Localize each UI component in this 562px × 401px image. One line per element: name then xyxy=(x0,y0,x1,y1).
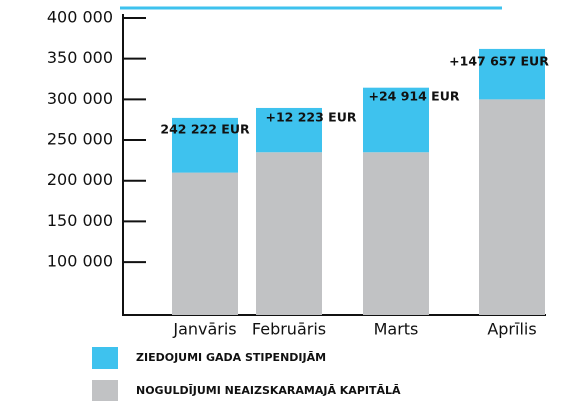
x-tick-label: Janvāris xyxy=(172,320,236,339)
x-tick-label: Februāris xyxy=(252,320,326,339)
y-tick-label: 150 000 xyxy=(47,211,113,230)
bar-segment xyxy=(363,87,429,153)
y-tick-label: 100 000 xyxy=(47,252,113,271)
x-tick-label: Marts xyxy=(374,320,419,339)
bar-segment xyxy=(363,152,429,315)
legend-label: NOGULDĪJUMI NEAIZSKARAMAJĀ KAPITĀLĀ xyxy=(136,384,401,397)
legend-swatch xyxy=(92,380,118,401)
bar-annotation: +24 914 EUR xyxy=(369,89,460,104)
legend-swatch xyxy=(92,347,118,369)
y-tick-label: 200 000 xyxy=(47,170,113,189)
bar-annotation: +12 223 EUR xyxy=(266,110,357,125)
bar-segment xyxy=(479,99,545,315)
bar-segment xyxy=(172,172,238,315)
y-tick-label: 250 000 xyxy=(47,130,113,149)
bar-segment xyxy=(172,117,238,173)
y-tick-label: 300 000 xyxy=(47,89,113,108)
bar-annotation: 242 222 EUR xyxy=(160,122,250,137)
bar-segment xyxy=(256,152,322,315)
bar-segment xyxy=(479,48,545,100)
bar-annotation: +147 657 EUR xyxy=(449,54,549,69)
y-tick-label: 350 000 xyxy=(47,48,113,67)
legend-label: ZIEDOJUMI GADA STIPENDIJĀM xyxy=(136,351,326,364)
y-tick-label: 400 000 xyxy=(47,8,113,27)
bar-segment xyxy=(256,107,322,153)
x-tick-label: Aprīlis xyxy=(487,320,536,339)
